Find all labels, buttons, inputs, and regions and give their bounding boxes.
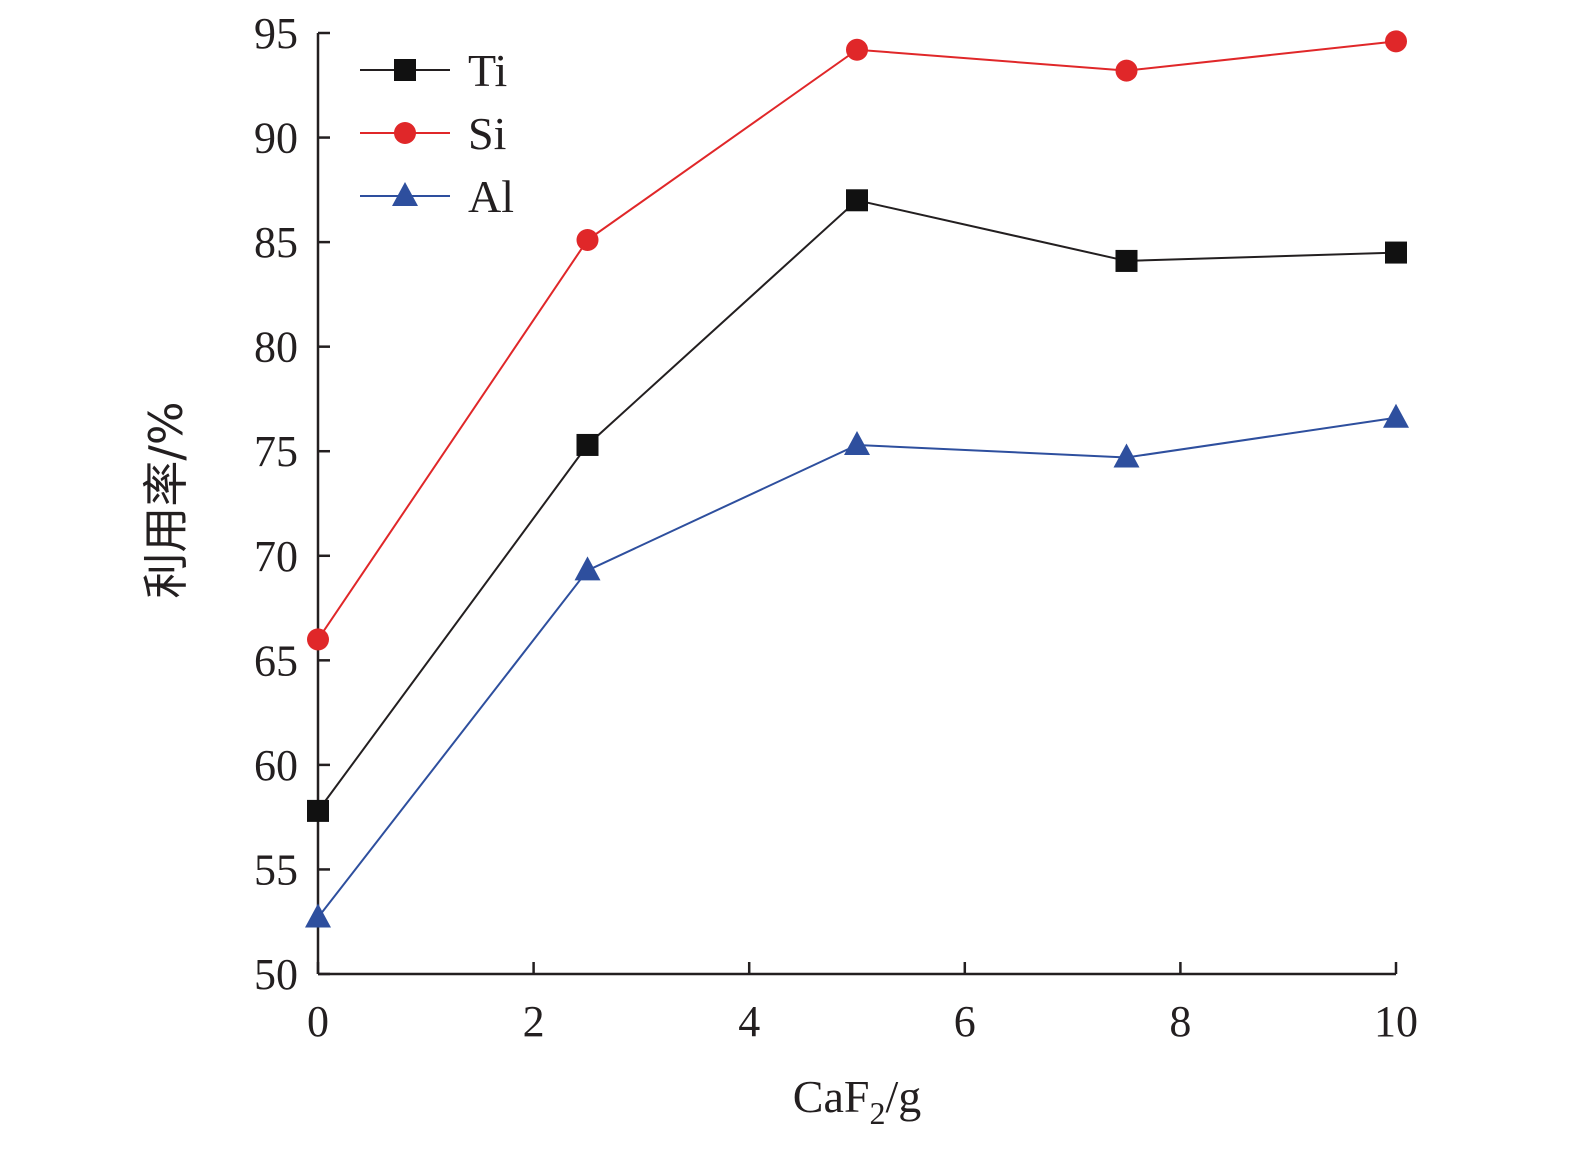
- y-tick-label: 60: [254, 741, 298, 790]
- data-point-al: [844, 430, 870, 455]
- y-tick-label: 55: [254, 845, 298, 894]
- legend-marker: [392, 182, 418, 206]
- y-tick-label: 65: [254, 636, 298, 685]
- data-point-al: [1383, 403, 1409, 428]
- data-point-ti: [1385, 241, 1407, 264]
- legend-item-ti: Ti: [360, 45, 507, 96]
- data-point-si: [576, 229, 599, 252]
- legend-label: Al: [468, 171, 514, 222]
- x-axis-title-unit: /g: [885, 1071, 921, 1122]
- x-tick-label: 10: [1374, 997, 1418, 1046]
- x-axis-title-main: CaF: [793, 1071, 870, 1122]
- x-tick-label: 2: [523, 997, 545, 1046]
- y-tick-label: 75: [254, 427, 298, 476]
- data-point-ti: [307, 799, 329, 822]
- legend-marker: [394, 59, 416, 81]
- data-point-al: [1113, 443, 1140, 468]
- series-layer: [305, 30, 1409, 928]
- y-tick-label: 80: [254, 323, 298, 372]
- series-si: [307, 30, 1407, 651]
- x-axis-title-subscript: 2: [869, 1095, 885, 1131]
- x-tick-label: 6: [954, 997, 976, 1046]
- legend-marker: [394, 122, 416, 144]
- y-axis-title: 利用率/%: [139, 401, 193, 598]
- data-point-al: [574, 556, 601, 581]
- series-line-al: [317, 416, 1397, 919]
- series-line-ti: [317, 199, 1397, 812]
- data-point-si: [1115, 59, 1138, 82]
- data-point-si: [1385, 30, 1407, 53]
- y-tick-label: 70: [254, 532, 298, 581]
- data-point-al: [305, 903, 331, 928]
- x-axis-title: CaF2/g: [793, 1071, 921, 1131]
- legend-item-al: Al: [360, 171, 514, 222]
- series-ti: [307, 189, 1407, 822]
- y-tick-label: 90: [254, 114, 298, 163]
- legend: Ti Si Al: [360, 45, 514, 222]
- y-tick-label: 95: [254, 9, 298, 58]
- x-tick-label: 4: [738, 997, 760, 1046]
- data-point-ti: [576, 433, 599, 456]
- legend-label: Si: [468, 108, 506, 159]
- y-tick-label: 50: [254, 950, 298, 999]
- data-point-si: [307, 628, 329, 651]
- legend-label: Ti: [468, 45, 507, 96]
- x-tick-label: 0: [307, 997, 329, 1046]
- axes: 50 55 60 65 70 75 80 85 90 95 0 2 4 6 8 10: [254, 9, 1418, 1046]
- legend-item-si: Si: [360, 108, 506, 159]
- series-al: [305, 403, 1409, 928]
- data-point-ti: [1115, 249, 1138, 272]
- data-point-ti: [846, 189, 868, 212]
- y-tick-label: 85: [254, 218, 298, 267]
- data-point-si: [846, 38, 868, 61]
- x-tick-label: 8: [1169, 997, 1191, 1046]
